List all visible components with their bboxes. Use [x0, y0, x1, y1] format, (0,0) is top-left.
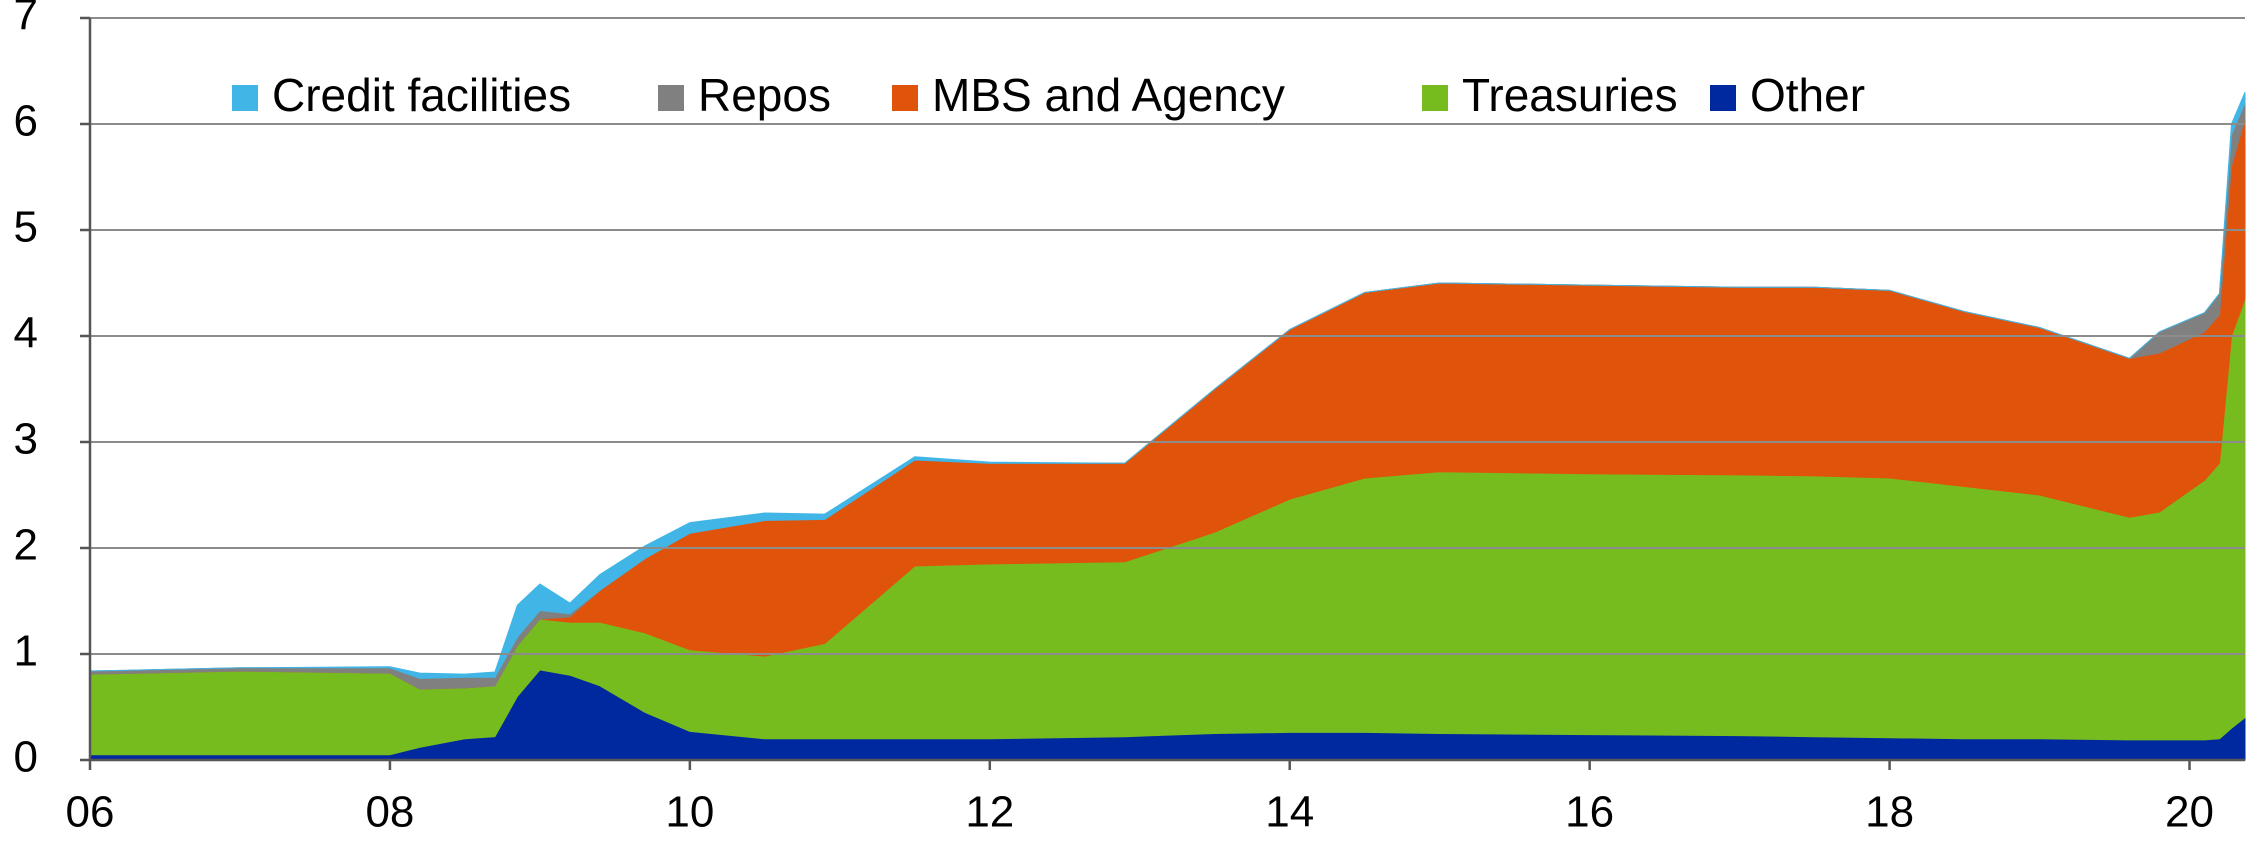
y-tick-label: 6 — [14, 97, 38, 146]
x-tick-label: 10 — [665, 788, 714, 837]
y-tick-label: 3 — [14, 415, 38, 464]
x-tick-label: 06 — [66, 788, 115, 837]
legend-swatch — [232, 85, 258, 111]
legend-label: Credit facilities — [272, 69, 571, 121]
x-tick-label: 16 — [1565, 788, 1614, 837]
y-tick-label: 1 — [14, 627, 38, 676]
y-tick-label: 7 — [14, 0, 38, 40]
y-tick-label: 0 — [14, 733, 38, 782]
area — [89, 92, 2246, 679]
x-tick-label: 12 — [965, 788, 1014, 837]
legend-label: Repos — [698, 69, 831, 121]
legend: Credit facilities Repos MBS and Agency Trea… — [232, 69, 1865, 121]
x-tick-label: 14 — [1265, 788, 1314, 837]
legend-swatch — [1422, 85, 1448, 111]
x-tick-label: 20 — [2165, 788, 2214, 837]
legend-label: Other — [1750, 69, 1865, 121]
x-tick-label: 08 — [365, 788, 414, 837]
legend-swatch — [1710, 85, 1736, 111]
legend-label: MBS and Agency — [932, 69, 1285, 121]
legend-swatch — [658, 85, 684, 111]
legend-label: Treasuries — [1462, 69, 1678, 121]
areas — [89, 92, 2246, 761]
y-tick-label: 4 — [14, 309, 38, 358]
y-tick-label: 2 — [14, 521, 38, 570]
legend-swatch — [892, 85, 918, 111]
x-tick-label: 18 — [1865, 788, 1914, 837]
y-tick-label: 5 — [14, 203, 38, 252]
